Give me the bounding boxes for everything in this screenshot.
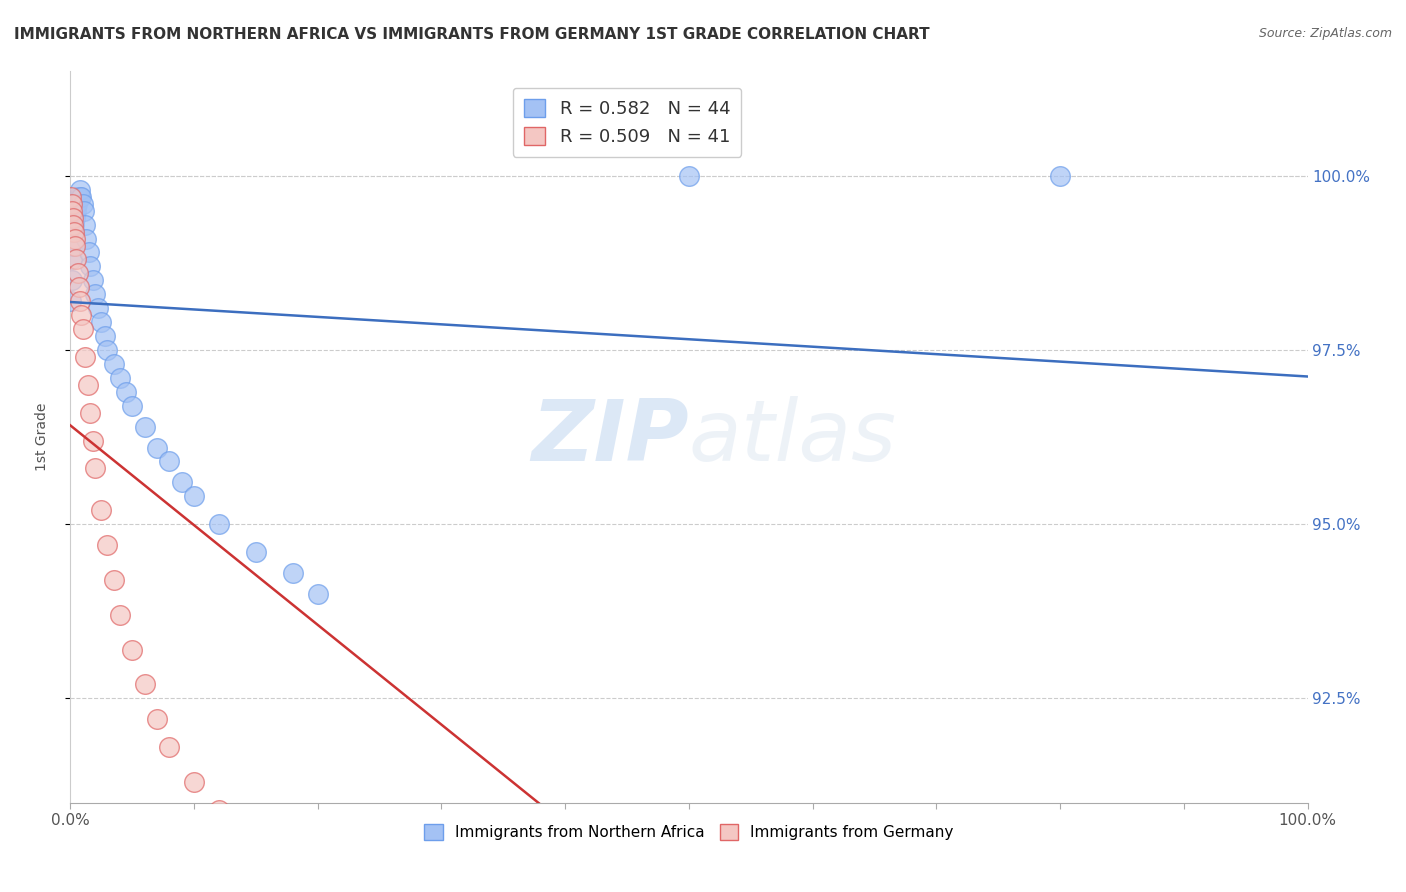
Point xyxy=(75,350,97,364)
Text: Source: ZipAtlas.com: Source: ZipAtlas.com xyxy=(1258,27,1392,40)
Point xyxy=(60,252,83,267)
Point xyxy=(134,419,156,434)
Point xyxy=(66,266,89,280)
Point xyxy=(281,566,304,580)
Point xyxy=(86,301,108,316)
Point xyxy=(70,190,93,204)
Point xyxy=(103,357,125,371)
Point xyxy=(82,434,104,448)
Point xyxy=(307,872,329,887)
Point xyxy=(307,587,329,601)
Point xyxy=(70,308,93,322)
Point xyxy=(65,238,87,252)
Point xyxy=(75,231,97,245)
Point xyxy=(60,273,83,287)
Point xyxy=(121,642,143,657)
Point xyxy=(79,406,101,420)
Point xyxy=(69,183,91,197)
Point xyxy=(67,190,90,204)
Point xyxy=(65,203,87,218)
Point xyxy=(170,475,193,490)
Point xyxy=(59,190,82,204)
Point xyxy=(84,461,107,475)
Point xyxy=(183,775,205,789)
Point xyxy=(69,294,91,309)
Point xyxy=(73,203,96,218)
Point xyxy=(65,252,87,267)
Point xyxy=(59,294,82,309)
Point xyxy=(67,190,90,204)
Point xyxy=(63,218,86,232)
Point xyxy=(146,712,169,726)
Point xyxy=(134,677,156,691)
Text: atlas: atlas xyxy=(689,395,897,479)
Point xyxy=(108,371,131,385)
Point xyxy=(121,399,143,413)
Point xyxy=(77,245,100,260)
Point xyxy=(62,225,84,239)
Point xyxy=(96,343,118,357)
Point xyxy=(157,454,180,468)
Point xyxy=(75,218,97,232)
Point xyxy=(90,503,112,517)
Point xyxy=(63,231,86,245)
Point xyxy=(63,211,86,225)
Point xyxy=(65,196,87,211)
Point xyxy=(115,384,138,399)
Point xyxy=(84,287,107,301)
Point xyxy=(94,329,117,343)
Point xyxy=(108,607,131,622)
Point xyxy=(60,203,83,218)
Text: ZIP: ZIP xyxy=(531,395,689,479)
Legend: Immigrants from Northern Africa, Immigrants from Germany: Immigrants from Northern Africa, Immigra… xyxy=(418,818,960,847)
Point xyxy=(208,803,231,817)
Point xyxy=(146,441,169,455)
Point xyxy=(60,196,83,211)
Point xyxy=(79,260,101,274)
Point xyxy=(90,315,112,329)
Point xyxy=(82,273,104,287)
Point xyxy=(1049,169,1071,183)
Point xyxy=(67,280,90,294)
Point xyxy=(62,238,84,252)
Point xyxy=(208,517,231,532)
Point xyxy=(96,538,118,552)
Point xyxy=(76,377,98,392)
Point xyxy=(66,190,89,204)
Point xyxy=(245,830,267,845)
Point xyxy=(63,225,86,239)
Point xyxy=(157,740,180,755)
Point xyxy=(281,851,304,865)
Y-axis label: 1st Grade: 1st Grade xyxy=(35,403,49,471)
Point xyxy=(678,169,700,183)
Point xyxy=(245,545,267,559)
Point xyxy=(183,489,205,503)
Point xyxy=(72,322,94,336)
Point xyxy=(66,196,89,211)
Point xyxy=(65,203,87,218)
Point xyxy=(69,190,91,204)
Text: IMMIGRANTS FROM NORTHERN AFRICA VS IMMIGRANTS FROM GERMANY 1ST GRADE CORRELATION: IMMIGRANTS FROM NORTHERN AFRICA VS IMMIG… xyxy=(14,27,929,42)
Point xyxy=(103,573,125,587)
Point xyxy=(72,196,94,211)
Point xyxy=(62,218,84,232)
Point xyxy=(62,211,84,225)
